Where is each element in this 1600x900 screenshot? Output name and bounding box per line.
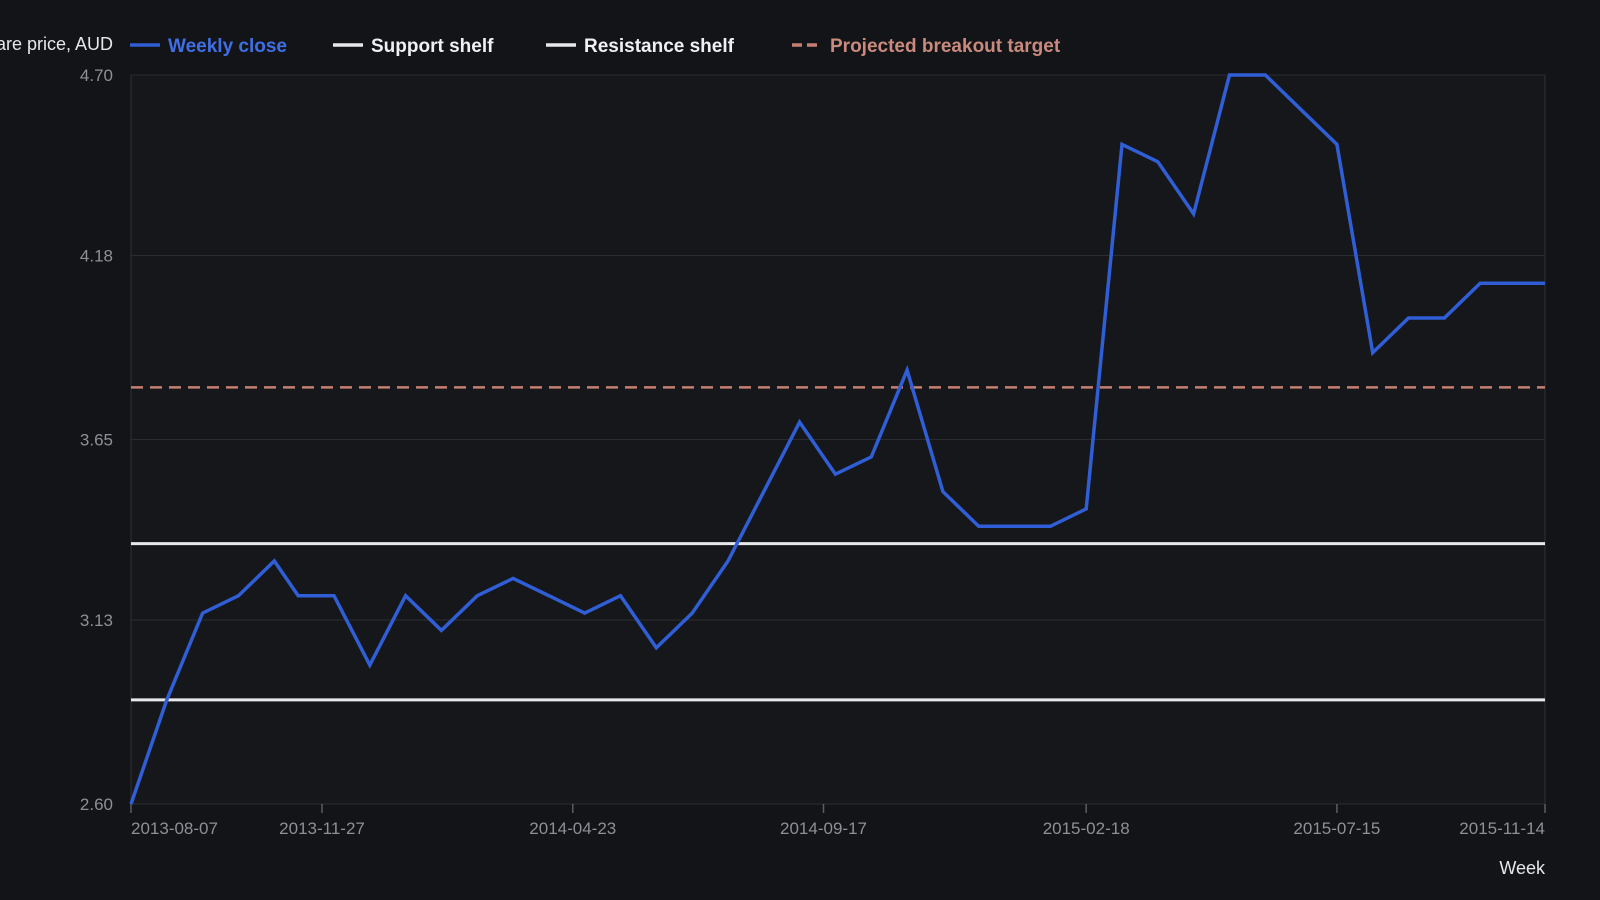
reference-lines — [131, 386, 1545, 702]
x-axis-title: Week — [1499, 858, 1546, 878]
x-tick-label: 2014-09-17 — [780, 819, 867, 838]
legend-label: Support shelf — [371, 36, 494, 57]
y-axis: 2.60 3.13 3.65 4.18 4.70 — [80, 66, 113, 814]
x-tick-label: 2015-11-14 — [1459, 819, 1545, 838]
y-tick-label: 4.18 — [80, 247, 113, 266]
x-tick-label: 2015-02-18 — [1043, 819, 1130, 838]
x-axis: 2013-08-07 2013-11-27 2014-04-23 2014-09-17… — [130, 804, 1546, 838]
x-tick-label: 2013-11-27 — [279, 819, 365, 838]
legend-label: Resistance shelf — [584, 36, 735, 57]
x-tick-label: 2013-08-07 — [131, 819, 218, 838]
y-tick-label: 3.65 — [80, 431, 113, 450]
weekly-close-line — [129, 73, 1545, 805]
legend: Weekly close Support shelf Resistance shel… — [130, 36, 1061, 57]
grid — [131, 74, 1545, 805]
y-tick-label: 2.60 — [80, 795, 113, 814]
x-tick-label: 2015-07-15 — [1293, 819, 1380, 838]
legend-label: Projected breakout target — [830, 36, 1061, 57]
y-axis-title: Share price, AUD — [0, 34, 113, 54]
y-tick-label: 4.70 — [80, 66, 113, 85]
y-tick-label: 3.13 — [80, 611, 113, 630]
x-tick-label: 2014-04-23 — [529, 819, 616, 838]
legend-label: Weekly close — [168, 36, 287, 57]
series-layer — [129, 73, 1545, 805]
